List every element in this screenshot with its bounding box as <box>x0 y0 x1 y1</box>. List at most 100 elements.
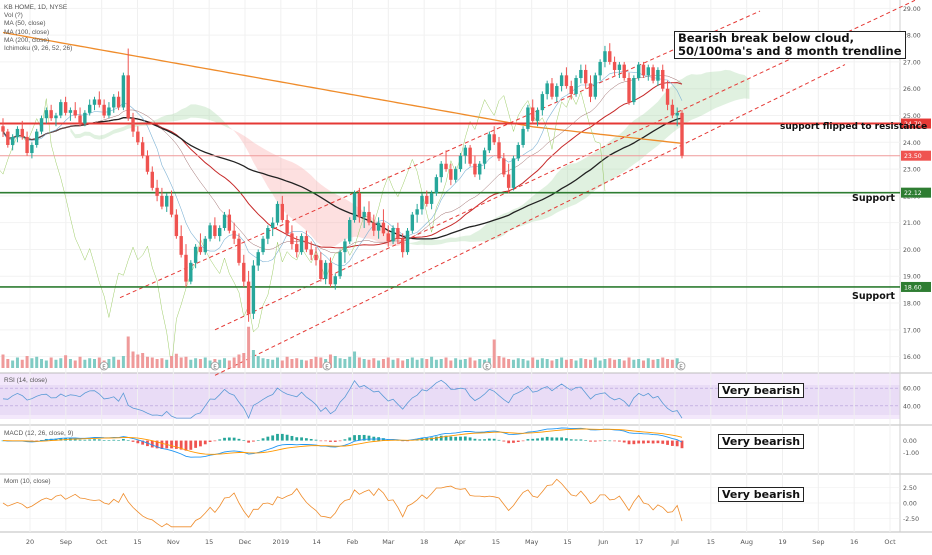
volume-bar <box>357 357 361 368</box>
volume-bar <box>136 354 140 368</box>
macd-histogram-bar <box>160 440 164 449</box>
ichimoku-cloud-bearish <box>229 126 408 248</box>
candle-body <box>92 99 97 105</box>
candle-body <box>280 203 285 220</box>
price-tick-label: 20.00 <box>903 247 921 254</box>
earnings-marker <box>676 361 686 371</box>
macd-histogram-bar <box>661 440 665 444</box>
candle-body <box>588 83 593 97</box>
macd-histogram-bar <box>357 435 361 441</box>
date-tick-label: 19 <box>778 538 786 546</box>
volume-bar <box>555 359 559 368</box>
mom-tick-label: 2.50 <box>903 485 917 492</box>
price-tick-label: 21.00 <box>903 220 921 227</box>
macd-histogram-bar <box>174 440 178 449</box>
macd-histogram-bar <box>560 437 564 441</box>
volume-bar <box>328 354 332 368</box>
macd-histogram-bar <box>526 439 530 441</box>
candle-body <box>309 249 313 255</box>
legend-ma100[interactable]: MA (100, close) <box>4 28 50 36</box>
macd-histogram-bar <box>540 437 544 441</box>
earnings-marker <box>99 361 109 371</box>
macd-histogram-bar <box>319 440 323 442</box>
macd-histogram-bar <box>637 440 641 444</box>
candle-body <box>612 61 617 70</box>
volume-bar <box>237 354 241 368</box>
candle-body <box>502 158 506 175</box>
volume-bar <box>49 357 53 368</box>
volume-bar <box>627 357 631 368</box>
legend-volume[interactable]: Vol (?) <box>4 12 23 20</box>
macd-histogram-bar <box>93 439 96 441</box>
candle-body <box>386 233 390 242</box>
macd-pane-label[interactable]: MACD (12, 26, close, 9) <box>4 430 74 437</box>
candle-body <box>338 252 342 277</box>
volume-bar <box>425 359 429 368</box>
date-tick-label: 20 <box>26 538 34 546</box>
candle-body <box>391 228 395 242</box>
candle-body <box>44 110 49 119</box>
macd-histogram-bar <box>492 438 496 441</box>
momentum-line <box>2 478 683 528</box>
candle-body <box>449 169 453 180</box>
candle-body <box>569 86 573 95</box>
earnings-marker-label: E <box>325 365 329 371</box>
macd-histogram-bar <box>646 440 650 444</box>
price-tick-label: 25.00 <box>903 113 921 120</box>
volume-bar <box>367 359 371 368</box>
legend-ma200[interactable]: MA (200, close) <box>4 36 50 44</box>
macd-histogram-bar <box>271 435 275 441</box>
volume-bar <box>391 359 395 368</box>
candle-body <box>439 163 443 178</box>
candle-body <box>54 115 58 119</box>
date-tick-label: 15 <box>133 538 141 546</box>
candle-body <box>675 112 679 116</box>
volume-bar <box>35 356 39 368</box>
earnings-marker-label: E <box>485 365 489 371</box>
volume-bar <box>430 356 434 368</box>
volume-bar <box>280 360 284 368</box>
macd-histogram-bar <box>454 436 458 441</box>
macd-histogram-bar <box>189 440 193 450</box>
candle-body <box>367 211 371 223</box>
legend-ma50[interactable]: MA (50, close) <box>4 20 46 28</box>
volume-bar <box>319 357 323 368</box>
legend-ichimoku[interactable]: Ichimoku (9, 26, 52, 26) <box>4 45 73 53</box>
macd-histogram-bar <box>300 437 303 441</box>
volume-bar <box>608 358 612 368</box>
candle-body <box>583 69 588 84</box>
volume-bar <box>112 356 116 368</box>
price-tick-label: 24.00 <box>903 140 921 147</box>
mom-pane-label[interactable]: Mom (10, close) <box>4 478 51 485</box>
date-tick-label: 17 <box>635 538 643 546</box>
volume-bar <box>598 360 602 368</box>
earnings-marker <box>482 361 492 371</box>
date-tick-label: 15 <box>492 538 500 546</box>
price-tick-label: 29.00 <box>903 6 921 13</box>
candle-body <box>473 163 477 175</box>
rsi-pane-label[interactable]: RSI (14, close) <box>4 377 47 384</box>
mom-tick-label: 0.00 <box>903 501 917 508</box>
macd-histogram-bar <box>261 438 265 441</box>
macd-histogram-bar <box>353 435 356 441</box>
ichimoku-conversion-line <box>2 70 683 267</box>
date-tick-label: Oct <box>884 538 896 546</box>
volume-bar <box>531 357 535 368</box>
volume-bar <box>165 359 169 368</box>
macd-histogram-bar <box>362 434 366 441</box>
candle-body <box>251 265 256 314</box>
candle-body <box>555 86 559 97</box>
candle-body <box>68 110 73 113</box>
date-tick-label: May <box>525 538 539 546</box>
candle-body <box>155 187 159 196</box>
macd-histogram-bar <box>613 440 616 442</box>
rsi-line <box>2 379 683 420</box>
lower-trendline <box>214 64 846 376</box>
macd-histogram-bar <box>242 440 246 441</box>
candle-body <box>107 107 111 116</box>
candle-body <box>357 193 362 218</box>
candle-body <box>511 158 516 188</box>
candle-body <box>608 51 612 62</box>
volume-bar <box>256 356 260 368</box>
